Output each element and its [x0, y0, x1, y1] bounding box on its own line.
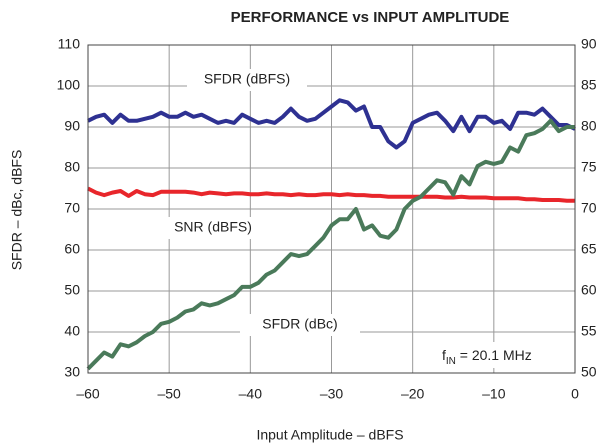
series-line — [87, 186, 575, 203]
y2-tick-label: 60 — [581, 282, 597, 298]
y-tick-label: 80 — [64, 159, 80, 175]
x-tick-label: –60 — [76, 386, 100, 402]
y2-tick-label: 80 — [581, 118, 597, 134]
x-tick-label: –10 — [482, 386, 506, 402]
y-tick-label: 90 — [64, 118, 80, 134]
series-line — [86, 118, 575, 371]
y-tick-label: 110 — [58, 36, 81, 52]
x-axis-label: Input Amplitude – dBFS — [256, 427, 403, 443]
annotation-bg — [153, 217, 273, 239]
annotation-part: = 20.1 MHz — [456, 347, 532, 363]
plot-frame — [87, 44, 576, 374]
y2-tick-label: 90 — [581, 36, 597, 52]
y-tick-label: 100 — [57, 77, 81, 93]
annotation-part: f — [442, 347, 446, 363]
annotation: SFDR (dBc) — [262, 316, 337, 332]
annotation: SNR (dBFS) — [174, 219, 252, 235]
annotation-bg — [432, 342, 568, 368]
y2-tick-label: 50 — [581, 364, 597, 380]
x-tick-label: –30 — [320, 386, 344, 402]
x-tick-label: –20 — [401, 386, 425, 402]
y-tick-label: 30 — [64, 364, 80, 380]
y2-tick-label: 85 — [581, 77, 597, 93]
chart-title: PERFORMANCE vs INPUT AMPLITUDE — [231, 9, 510, 26]
y2-tick-label: 65 — [581, 241, 597, 257]
annotation-part: IN — [446, 356, 456, 367]
y-tick-label: 70 — [64, 200, 80, 216]
y2-tick-label: 55 — [581, 323, 597, 339]
x-tick-label: –50 — [157, 386, 181, 402]
y2-tick-label: 70 — [581, 200, 597, 216]
y-tick-label: 50 — [64, 282, 80, 298]
x-tick-label: 0 — [571, 386, 579, 402]
annotation-bg — [240, 314, 360, 336]
series-line — [87, 98, 576, 150]
annotation-bg — [187, 69, 307, 91]
y-tick-label: 40 — [64, 323, 80, 339]
y-axis-label: SFDR – dBc, dBFS — [9, 150, 25, 271]
annotation: fIN = 20.1 MHz — [442, 347, 532, 367]
y-tick-label: 60 — [64, 241, 80, 257]
y2-tick-label: 75 — [581, 159, 597, 175]
x-tick-label: –40 — [239, 386, 263, 402]
annotation: SFDR (dBFS) — [204, 71, 290, 87]
